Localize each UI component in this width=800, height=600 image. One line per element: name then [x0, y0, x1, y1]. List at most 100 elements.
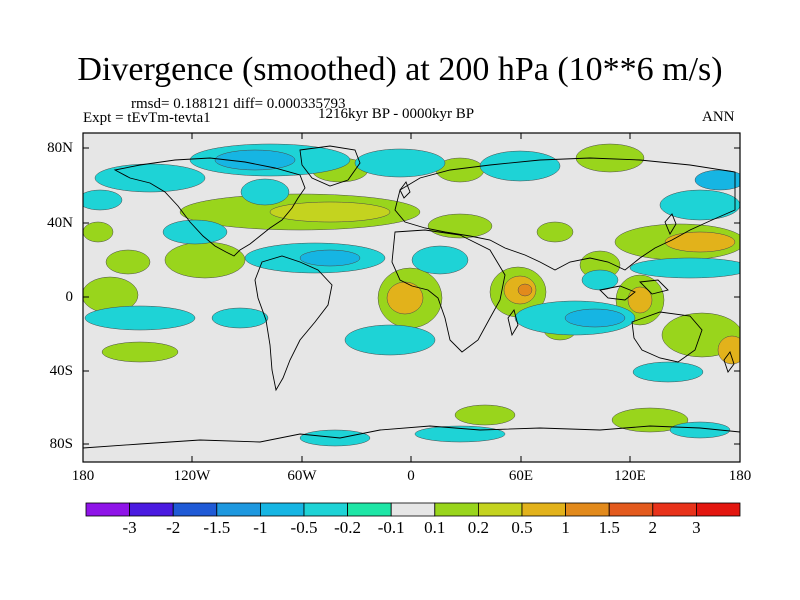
contour-patch — [83, 189, 123, 211]
contour-patch — [299, 429, 371, 447]
period-label: 1216kyr BP - 0000kyr BP — [318, 106, 475, 122]
colorbar-swatch — [347, 502, 392, 517]
colorbar-swatch — [390, 502, 436, 517]
map-field — [83, 133, 740, 462]
stats-label: rmsd= 0.188121 diff= 0.000335793 — [131, 96, 346, 112]
contour-patch — [411, 245, 469, 275]
colorbar-label: -3 — [122, 518, 137, 537]
lon-tick-label: 60E — [508, 468, 534, 484]
colorbar-label: 0.2 — [467, 518, 490, 537]
lat-tick-label: 80N — [47, 140, 73, 156]
colorbar-label: 2 — [648, 518, 658, 537]
colorbar-label: 3 — [692, 518, 701, 537]
lon-tick-label: 0 — [407, 468, 415, 484]
contour-patch — [611, 407, 689, 433]
contour-patch — [162, 219, 228, 245]
contour-patch — [101, 341, 179, 363]
colorbar-swatch — [216, 502, 261, 517]
colorbar-label: -0.5 — [290, 518, 318, 537]
contour-patch — [669, 421, 731, 439]
contour-patch — [694, 169, 740, 191]
coastline-new-zealand — [723, 351, 735, 373]
lat-tick-label: 0 — [65, 289, 74, 305]
contour-patch — [632, 361, 704, 383]
colorbar-swatch — [565, 502, 610, 517]
positive-contours — [83, 143, 740, 433]
colorbar-swatch — [608, 502, 654, 517]
colorbar-label: 1.5 — [598, 518, 620, 537]
season-label: ANN — [702, 109, 735, 125]
coastline-new-guinea — [639, 279, 669, 295]
coastline-japan — [664, 213, 677, 235]
colorbar-swatch — [85, 502, 130, 517]
contour-patch — [354, 148, 446, 178]
contour-patch — [581, 269, 619, 291]
coastline-greenland — [299, 145, 361, 187]
colorbar-label: 0.1 — [424, 518, 446, 537]
contour-patch — [269, 201, 391, 223]
contour-patch — [564, 308, 626, 328]
tick-marks — [83, 133, 740, 462]
contour-patch — [344, 324, 436, 356]
colorbar-label: -1 — [253, 518, 268, 537]
contour-patch — [105, 249, 151, 275]
coastline-madagascar — [507, 308, 519, 337]
contour-patch — [386, 281, 424, 315]
contour-patch — [717, 335, 740, 365]
colorbar-swatch — [521, 502, 566, 517]
experiment-label: Expt = tEvTm-tevta1 — [83, 110, 211, 126]
colorbar-label: 0.5 — [511, 518, 533, 537]
coastline-south-america — [254, 255, 333, 392]
contour-patch — [629, 257, 740, 279]
contour-patch — [83, 221, 114, 243]
coastline-north-america — [113, 157, 306, 257]
contour-patch — [575, 143, 645, 173]
lon-tick-label: 180 — [71, 468, 95, 484]
colorbar-label: -2 — [166, 518, 181, 537]
colorbar-label: 1 — [561, 518, 570, 537]
colorbar-swatch — [303, 502, 348, 517]
contour-patch — [240, 178, 290, 206]
contour-patch — [94, 163, 206, 193]
contour-patch — [211, 307, 269, 329]
colorbar-swatch — [696, 502, 741, 517]
colorbar-swatch — [129, 502, 174, 517]
contour-patch — [664, 231, 736, 253]
coastline-antarctica — [83, 425, 740, 449]
coastlines — [83, 145, 740, 449]
contour-patch — [659, 189, 740, 221]
colorbar — [85, 502, 741, 517]
coastline-uk — [399, 181, 411, 199]
colorbar-swatch — [172, 502, 218, 517]
contour-patch — [517, 283, 533, 297]
contour-patch — [454, 404, 516, 426]
contour-patch — [536, 221, 574, 243]
colorbar-label: -0.2 — [334, 518, 362, 537]
lon-tick-label: 120E — [614, 468, 646, 484]
lat-tick-label: 40S — [49, 363, 73, 379]
colorbar-label: -1.5 — [203, 518, 231, 537]
contour-patch — [479, 150, 561, 182]
colorbar-swatch — [434, 502, 479, 517]
colorbar-swatch — [652, 502, 697, 517]
colorbar-label: -0.1 — [377, 518, 405, 537]
plot-title: Divergence (smoothed) at 200 hPa (10**6 … — [77, 51, 723, 88]
lat-tick-label: 40N — [47, 215, 73, 231]
coastline-australia — [631, 311, 703, 363]
contour-patch — [214, 149, 296, 171]
negative-contours — [83, 143, 740, 447]
coastline-indonesia — [599, 285, 636, 301]
contour-patch — [299, 249, 361, 267]
contour-patch — [627, 286, 653, 314]
colorbar-swatch — [259, 502, 305, 517]
contour-patch — [84, 305, 196, 331]
lon-tick-label: 120W — [173, 468, 211, 484]
lon-tick-label: 180 — [728, 468, 752, 484]
coastline-eurasia — [394, 157, 736, 271]
coastline-africa — [391, 229, 506, 353]
contour-patch — [164, 241, 246, 279]
lon-tick-label: 60W — [287, 468, 317, 484]
lat-tick-label: 80S — [49, 436, 73, 452]
colorbar-swatch — [477, 502, 523, 517]
